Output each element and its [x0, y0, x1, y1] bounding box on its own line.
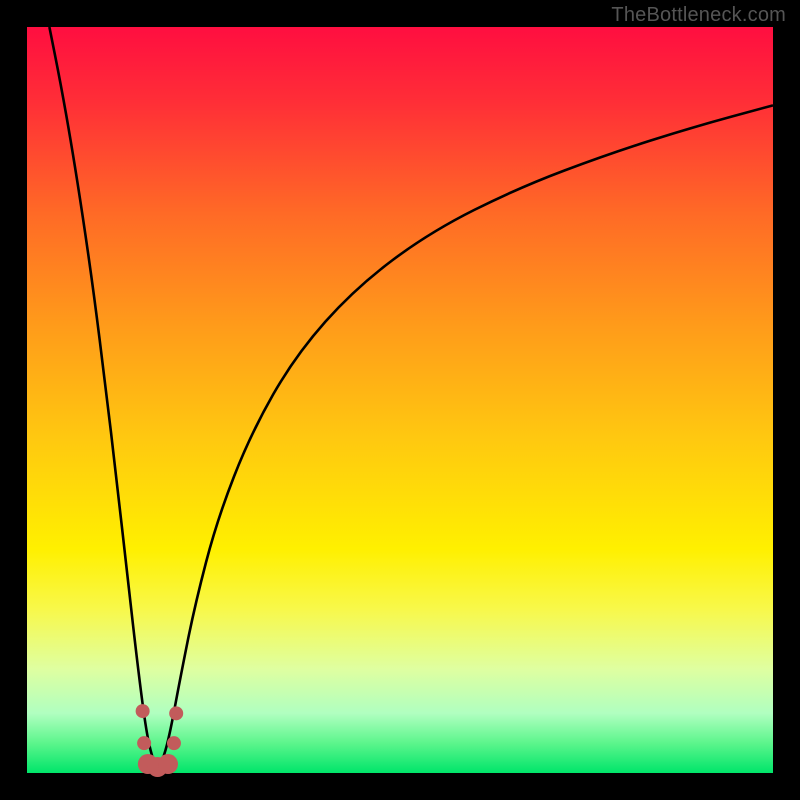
- attribution-label: TheBottleneck.com: [611, 4, 786, 27]
- plot-background: [27, 27, 773, 773]
- valley-marker: [167, 736, 181, 750]
- valley-marker: [136, 704, 150, 718]
- valley-marker: [158, 754, 178, 774]
- bottleneck-chart: [0, 0, 800, 800]
- valley-marker: [169, 706, 183, 720]
- valley-marker: [137, 736, 151, 750]
- chart-container: TheBottleneck.com: [0, 0, 800, 800]
